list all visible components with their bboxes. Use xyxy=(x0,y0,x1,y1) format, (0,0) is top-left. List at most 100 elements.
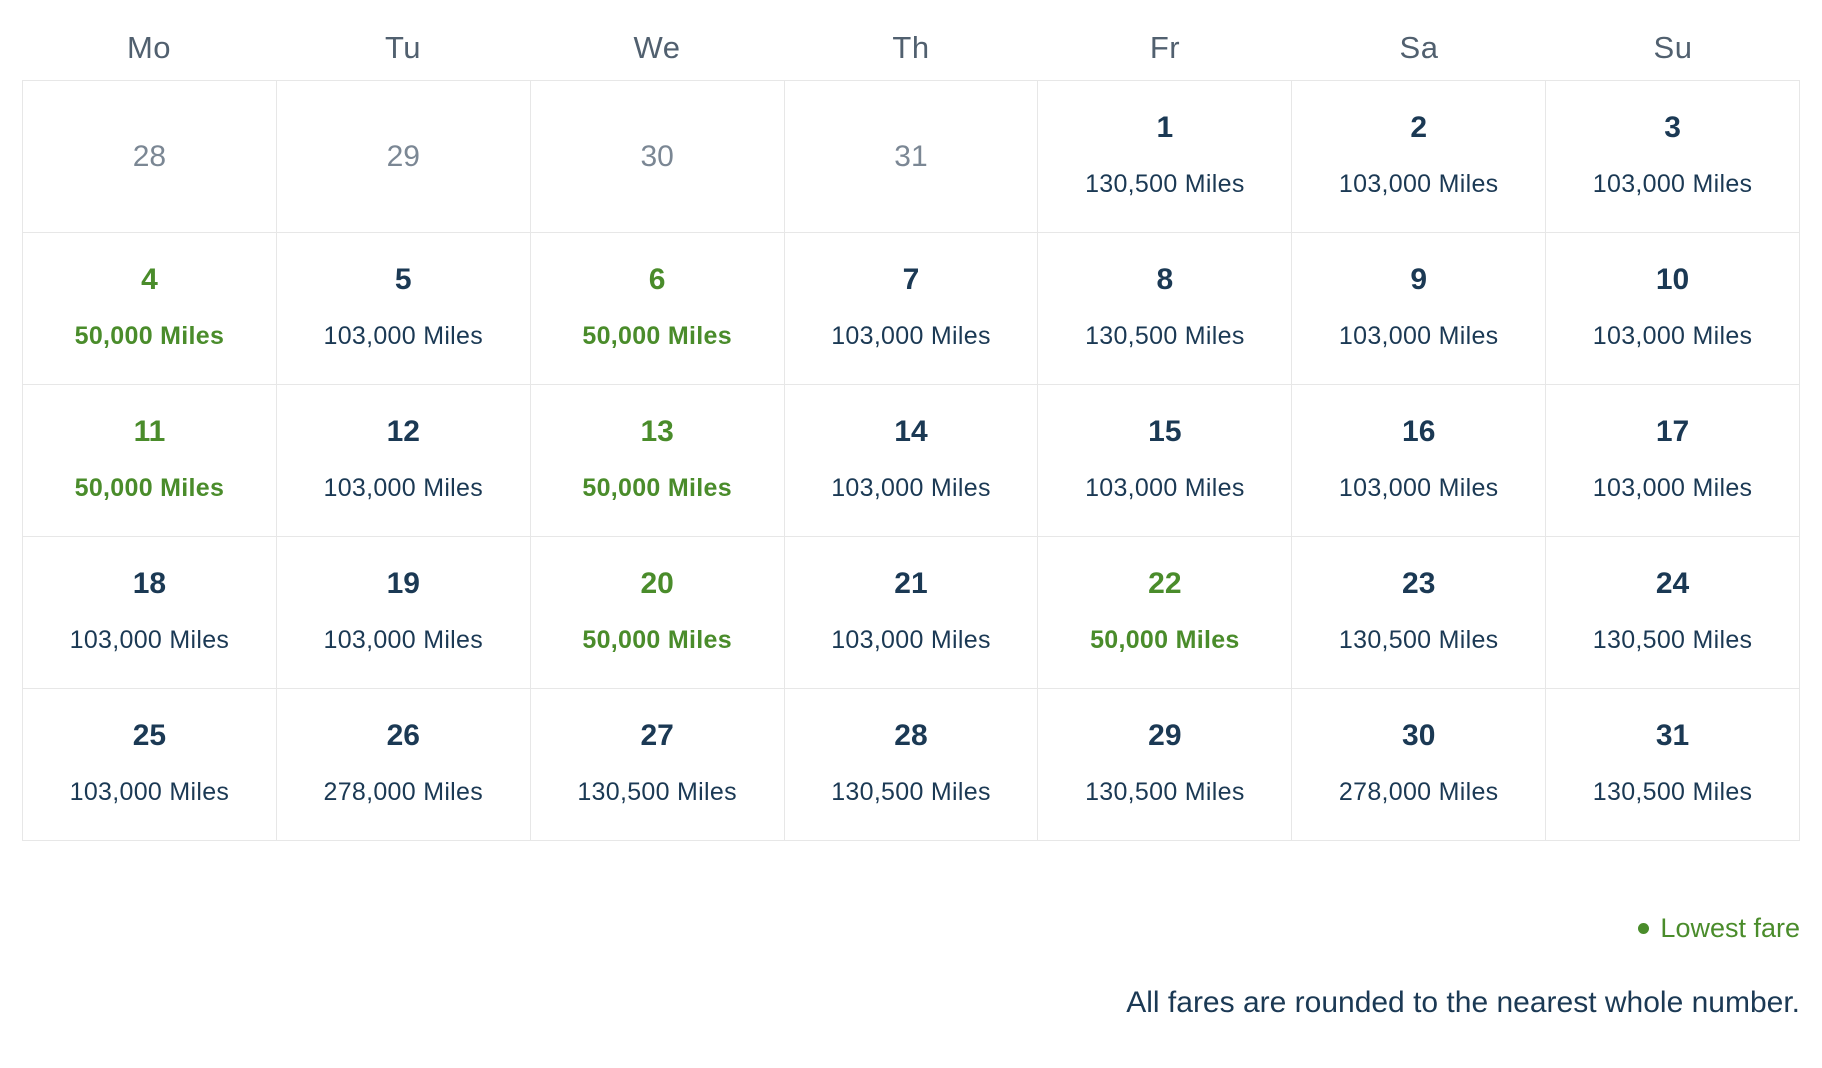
day-number: 7 xyxy=(902,263,920,296)
fare-label: 50,000 Miles xyxy=(582,474,732,502)
fare-label: 278,000 Miles xyxy=(323,778,484,806)
fare-label: 103,000 Miles xyxy=(323,626,484,654)
day-number: 28 xyxy=(894,719,928,752)
fare-label: 103,000 Miles xyxy=(831,626,991,654)
fare-label: 130,500 Miles xyxy=(1085,778,1245,806)
day-number: 28 xyxy=(132,139,167,173)
fare-label: 130,500 Miles xyxy=(1338,626,1499,654)
weekday-header-fr: Fr xyxy=(1149,30,1181,65)
day-number: 16 xyxy=(1402,415,1436,448)
lowest-fare-dot-icon xyxy=(1638,923,1650,934)
fare-label: 103,000 Miles xyxy=(831,322,991,350)
calendar-grid: 28 29 30 31 1 130,500 Miles 2 103,000 Mi… xyxy=(22,80,1800,841)
fare-label: 130,500 Miles xyxy=(1592,626,1753,654)
calendar-day-cell[interactable]: 28 130,500 Miles xyxy=(784,689,1039,841)
fare-label: 130,500 Miles xyxy=(1085,322,1245,350)
day-number: 26 xyxy=(386,719,420,752)
fare-label: 50,000 Miles xyxy=(1090,626,1240,654)
day-number: 24 xyxy=(1655,567,1690,600)
day-number: 4 xyxy=(141,263,158,296)
calendar-day-cell[interactable]: 13 50,000 Miles xyxy=(530,385,785,537)
fare-label: 103,000 Miles xyxy=(1338,322,1499,350)
fare-label: 130,500 Miles xyxy=(1592,778,1753,806)
calendar-day-cell[interactable]: 30 278,000 Miles xyxy=(1292,689,1547,841)
day-number: 20 xyxy=(640,567,674,600)
day-number: 15 xyxy=(1148,415,1182,448)
day-number: 30 xyxy=(640,139,674,173)
fare-label: 103,000 Miles xyxy=(69,626,230,654)
weekday-header-mo: Mo xyxy=(126,30,172,65)
calendar-day-cell[interactable]: 22 50,000 Miles xyxy=(1038,537,1293,689)
day-number: 8 xyxy=(1156,263,1174,296)
weekday-header-sa: Sa xyxy=(1399,30,1439,65)
day-number: 30 xyxy=(1402,719,1436,752)
calendar-day-cell[interactable]: 8 130,500 Miles xyxy=(1038,233,1293,385)
day-number: 6 xyxy=(648,263,666,296)
fare-label: 130,500 Miles xyxy=(577,778,737,806)
day-number: 29 xyxy=(1148,719,1182,752)
day-number: 2 xyxy=(1410,111,1428,144)
weekday-header-we: We xyxy=(633,30,681,65)
day-number: 27 xyxy=(640,719,674,752)
calendar-day-cell[interactable]: 23 130,500 Miles xyxy=(1292,537,1547,689)
fare-label: 130,500 Miles xyxy=(1085,170,1245,198)
calendar-day-cell[interactable]: 1 130,500 Miles xyxy=(1038,81,1293,233)
calendar-day-cell[interactable]: 4 50,000 Miles xyxy=(23,233,277,385)
fare-label: 50,000 Miles xyxy=(74,474,225,502)
calendar-day-cell[interactable]: 6 50,000 Miles xyxy=(530,233,785,385)
weekday-header-row: Mo Tu We Th Fr Sa Su xyxy=(22,0,1800,80)
calendar-day-cell[interactable]: 10 103,000 Miles xyxy=(1546,233,1800,385)
calendar-day-cell[interactable]: 2 103,000 Miles xyxy=(1292,81,1547,233)
calendar-day-cell[interactable]: 5 103,000 Miles xyxy=(276,233,531,385)
calendar-day-cell[interactable]: 16 103,000 Miles xyxy=(1292,385,1547,537)
calendar-day-cell[interactable]: 11 50,000 Miles xyxy=(23,385,277,537)
calendar-day-cell[interactable]: 25 103,000 Miles xyxy=(23,689,277,841)
day-number: 18 xyxy=(132,567,167,600)
day-number: 31 xyxy=(894,139,928,173)
calendar-day-cell[interactable]: 31 130,500 Miles xyxy=(1546,689,1800,841)
fare-label: 103,000 Miles xyxy=(1592,170,1753,198)
fare-label: 103,000 Miles xyxy=(323,474,484,502)
fare-label: 103,000 Miles xyxy=(1085,474,1245,502)
calendar-day-cell[interactable]: 3 103,000 Miles xyxy=(1546,81,1800,233)
calendar-day-cell[interactable]: 24 130,500 Miles xyxy=(1546,537,1800,689)
calendar-day-cell[interactable]: 17 103,000 Miles xyxy=(1546,385,1800,537)
calendar-day-cell[interactable]: 19 103,000 Miles xyxy=(276,537,531,689)
calendar-day-cell[interactable]: 14 103,000 Miles xyxy=(784,385,1039,537)
day-number: 14 xyxy=(894,415,928,448)
day-number: 3 xyxy=(1664,111,1681,144)
calendar-day-cell[interactable]: 18 103,000 Miles xyxy=(23,537,277,689)
fare-label: 103,000 Miles xyxy=(1592,322,1753,350)
fare-label: 103,000 Miles xyxy=(1338,170,1499,198)
fare-label: 103,000 Miles xyxy=(323,322,484,350)
day-number: 10 xyxy=(1655,263,1690,296)
weekday-header-tu: Tu xyxy=(384,30,422,65)
calendar-day-cell[interactable]: 26 278,000 Miles xyxy=(276,689,531,841)
calendar-day-cell[interactable]: 27 130,500 Miles xyxy=(530,689,785,841)
calendar-day-cell[interactable]: 9 103,000 Miles xyxy=(1292,233,1547,385)
day-number: 23 xyxy=(1402,567,1436,600)
calendar-day-cell[interactable]: 20 50,000 Miles xyxy=(530,537,785,689)
fare-label: 103,000 Miles xyxy=(69,778,230,806)
day-number: 5 xyxy=(394,263,412,296)
fare-label: 50,000 Miles xyxy=(74,322,225,350)
day-number: 1 xyxy=(1156,111,1174,144)
fare-label: 278,000 Miles xyxy=(1338,778,1499,806)
calendar-day-cell[interactable]: 7 103,000 Miles xyxy=(784,233,1039,385)
calendar-day-cell[interactable]: 15 103,000 Miles xyxy=(1038,385,1293,537)
calendar-day-cell[interactable]: 12 103,000 Miles xyxy=(276,385,531,537)
fare-label: 103,000 Miles xyxy=(1592,474,1753,502)
fare-label: 130,500 Miles xyxy=(831,778,991,806)
fare-label: 50,000 Miles xyxy=(582,626,732,654)
fare-rounding-footnote: All fares are rounded to the nearest who… xyxy=(1126,986,1800,1019)
day-number: 17 xyxy=(1655,415,1690,448)
day-number: 12 xyxy=(386,415,420,448)
calendar-day-cell[interactable]: 21 103,000 Miles xyxy=(784,537,1039,689)
day-number: 22 xyxy=(1148,567,1182,600)
fare-label: 103,000 Miles xyxy=(1338,474,1499,502)
day-number: 31 xyxy=(1655,719,1690,752)
legend-row: Lowest fare xyxy=(22,911,1800,945)
calendar-day-cell[interactable]: 29 130,500 Miles xyxy=(1038,689,1293,841)
calendar-day-cell: 28 xyxy=(23,81,277,233)
calendar-day-cell: 29 xyxy=(276,81,531,233)
